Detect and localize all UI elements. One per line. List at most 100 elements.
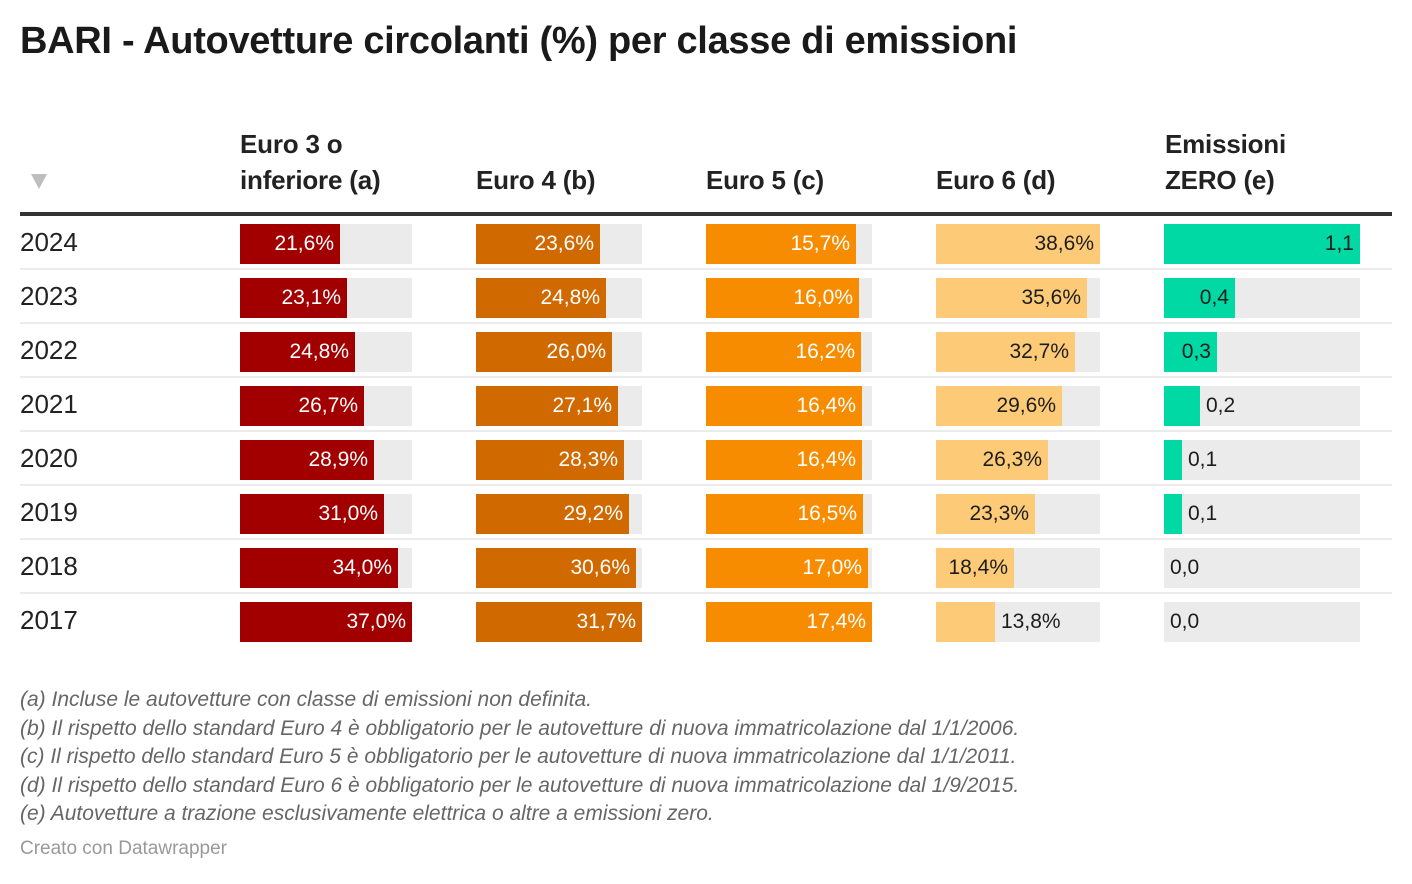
bar-label-euro6: 32,7% bbox=[1009, 340, 1069, 363]
bar-track-euro5: 16,4% bbox=[706, 440, 872, 480]
bar-label-euro6: 23,3% bbox=[969, 502, 1029, 525]
bar-euro6 bbox=[936, 332, 1075, 372]
bar-track-euro5: 16,5% bbox=[706, 494, 872, 534]
table-row: 2018 34,0% 30,6% 17,0% 18,4% 0,0 bbox=[20, 540, 1392, 594]
bar-label-euro6: 29,6% bbox=[996, 394, 1056, 417]
bar-label-euro4: 28,3% bbox=[558, 448, 618, 471]
bar-euro3 bbox=[240, 602, 412, 642]
bar-euro6 bbox=[936, 494, 1035, 534]
bar-track-zero: 0,1 bbox=[1164, 440, 1360, 480]
bar-track-euro3: 21,6% bbox=[240, 224, 412, 264]
bar-label-euro5: 16,0% bbox=[793, 286, 853, 309]
footnote-c: (c) Il rispetto dello standard Euro 5 è … bbox=[20, 745, 1017, 768]
bar-track-euro5: 15,7% bbox=[706, 224, 872, 264]
bar-track-euro4: 23,6% bbox=[476, 224, 642, 264]
bar-label-euro3: 34,0% bbox=[332, 556, 392, 579]
bar-track-euro6: 18,4% bbox=[936, 548, 1100, 588]
bar-track-euro4: 28,3% bbox=[476, 440, 642, 480]
bar-track-euro3: 37,0% bbox=[240, 602, 412, 642]
bar-track-euro6: 35,6% bbox=[936, 278, 1100, 318]
footnotes: (a) Incluse le autovetture con classe di… bbox=[20, 686, 1019, 829]
bar-label-euro3: 23,1% bbox=[281, 286, 341, 309]
bar-track-euro4: 27,1% bbox=[476, 386, 642, 426]
bar-track-zero: 0,0 bbox=[1164, 602, 1360, 642]
bar-label-euro4: 23,6% bbox=[534, 232, 594, 255]
bar-label-euro3: 31,0% bbox=[318, 502, 378, 525]
bar-euro3 bbox=[240, 332, 355, 372]
bar-track-euro4: 29,2% bbox=[476, 494, 642, 534]
bar-euro6 bbox=[936, 602, 995, 642]
footnote-e: (e) Autovetture a trazione esclusivament… bbox=[20, 802, 714, 825]
bar-label-zero: 1,1 bbox=[1324, 232, 1354, 255]
bar-label-euro6: 26,3% bbox=[982, 448, 1042, 471]
bar-euro4 bbox=[476, 440, 624, 480]
bar-euro4 bbox=[476, 548, 636, 588]
bar-track-euro3: 34,0% bbox=[240, 548, 412, 588]
bar-euro3 bbox=[240, 224, 340, 264]
credit-link[interactable]: Creato con Datawrapper bbox=[20, 838, 227, 859]
bar-euro5 bbox=[706, 440, 862, 480]
row-year: 2023 bbox=[20, 281, 78, 311]
bar-euro4 bbox=[476, 332, 612, 372]
bar-label-zero: 0,1 bbox=[1188, 502, 1218, 525]
bar-track-euro4: 26,0% bbox=[476, 332, 642, 372]
bar-label-euro5: 17,4% bbox=[806, 610, 866, 633]
header-euro4[interactable]: Euro 4 (b) bbox=[476, 165, 596, 195]
bar-track-zero: 0,2 bbox=[1164, 386, 1360, 426]
bar-track-euro3: 28,9% bbox=[240, 440, 412, 480]
table-row: 2019 31,0% 29,2% 16,5% 23,3% 0,1 bbox=[20, 486, 1392, 540]
header-zero-line1: Emissioni bbox=[1165, 129, 1287, 159]
bar-euro5 bbox=[706, 332, 861, 372]
bar-track-euro5: 16,0% bbox=[706, 278, 872, 318]
chart-title: BARI - Autovetture circolanti (%) per cl… bbox=[20, 20, 1018, 62]
row-year: 2017 bbox=[20, 605, 78, 635]
bar-euro3 bbox=[240, 386, 364, 426]
bar-label-zero: 0,3 bbox=[1181, 340, 1211, 363]
bar-track-euro3: 31,0% bbox=[240, 494, 412, 534]
bar-euro3 bbox=[240, 440, 374, 480]
table-row: 2021 26,7% 27,1% 16,4% 29,6% 0,2 bbox=[20, 378, 1392, 432]
header-zero[interactable]: Emissioni ZERO (e) bbox=[1165, 126, 1286, 198]
table-row: 2020 28,9% 28,3% 16,4% 26,3% 0,1 bbox=[20, 432, 1392, 486]
header-euro3[interactable]: Euro 3 o inferiore (a) bbox=[240, 126, 381, 198]
row-year: 2019 bbox=[20, 497, 78, 527]
bar-label-euro3: 37,0% bbox=[346, 610, 406, 633]
bar-euro4 bbox=[476, 494, 629, 534]
bar-track-euro3: 23,1% bbox=[240, 278, 412, 318]
bar-label-euro5: 16,4% bbox=[796, 394, 856, 417]
row-divider bbox=[20, 268, 1392, 270]
bar-euro3 bbox=[240, 494, 384, 534]
bar-label-euro3: 28,9% bbox=[308, 448, 368, 471]
table-row: 2022 24,8% 26,0% 16,2% 32,7% 0,3 bbox=[20, 324, 1392, 378]
bar-track-euro6: 26,3% bbox=[936, 440, 1100, 480]
bar-label-zero: 0,0 bbox=[1170, 610, 1200, 633]
bar-zero bbox=[1164, 278, 1235, 318]
bar-label-euro6: 13,8% bbox=[1001, 610, 1061, 633]
bar-label-euro4: 29,2% bbox=[563, 502, 623, 525]
bar-label-euro4: 30,6% bbox=[570, 556, 630, 579]
footnote-d: (d) Il rispetto dello standard Euro 6 è … bbox=[20, 773, 1020, 797]
bar-label-euro6: 38,6% bbox=[1034, 232, 1094, 255]
bar-label-euro5: 16,5% bbox=[797, 502, 857, 525]
bar-label-euro5: 16,4% bbox=[796, 448, 856, 471]
sort-desc-icon[interactable] bbox=[31, 174, 47, 189]
bar-track-euro6: 29,6% bbox=[936, 386, 1100, 426]
row-year: 2021 bbox=[20, 389, 78, 419]
bar-track-zero: 0,4 bbox=[1164, 278, 1360, 318]
row-divider bbox=[20, 592, 1392, 594]
bar-label-zero: 0,4 bbox=[1199, 286, 1229, 309]
header-euro6[interactable]: Euro 6 (d) bbox=[936, 165, 1056, 195]
row-year: 2024 bbox=[20, 227, 78, 257]
bar-euro6 bbox=[936, 278, 1087, 318]
bar-zero bbox=[1164, 386, 1200, 426]
bar-label-euro6: 18,4% bbox=[948, 556, 1008, 579]
bar-track-euro4: 24,8% bbox=[476, 278, 642, 318]
bar-label-euro3: 26,7% bbox=[298, 394, 358, 417]
bar-track-zero: 0,0 bbox=[1164, 548, 1360, 588]
header-euro5[interactable]: Euro 5 (c) bbox=[706, 165, 824, 195]
bar-label-euro4: 27,1% bbox=[552, 394, 612, 417]
bar-track-euro5: 16,2% bbox=[706, 332, 872, 372]
bar-track-euro5: 17,0% bbox=[706, 548, 872, 588]
bar-euro6 bbox=[936, 440, 1048, 480]
row-year: 2020 bbox=[20, 443, 78, 473]
